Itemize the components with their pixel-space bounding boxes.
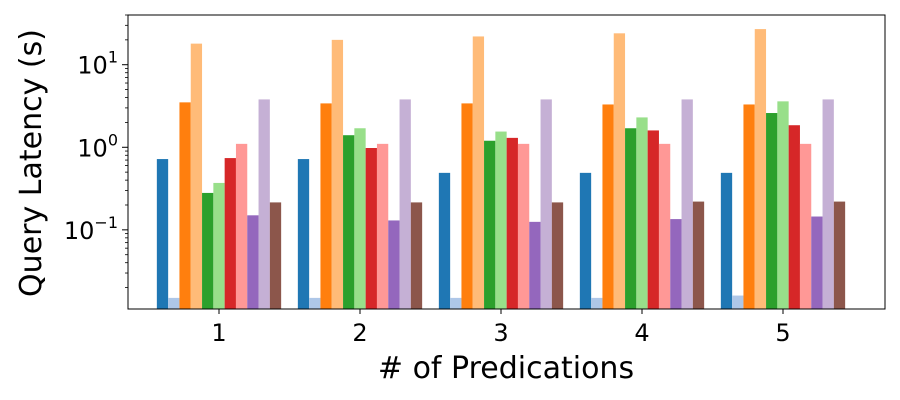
- bar-cat1-s11: [269, 202, 282, 309]
- bar-cat1-s3: [179, 102, 191, 309]
- bar-cat3-s2: [450, 297, 462, 309]
- bar-cat5-s6: [777, 101, 789, 309]
- bar-cat2-s1: [297, 159, 310, 309]
- x-axis-label: # of Predications: [378, 351, 634, 386]
- bar-cat2-s4: [331, 39, 344, 310]
- bar-cat1-s2: [168, 297, 180, 309]
- bar-cat2-s6: [354, 128, 366, 309]
- bar-cat5-s3: [743, 104, 755, 309]
- bar-cat1-s5: [202, 192, 214, 309]
- bar-cat4-s9: [670, 219, 682, 309]
- bar-cat2-s5: [343, 135, 355, 309]
- bar-cat4-s6: [636, 117, 648, 309]
- bar-cat4-s11: [692, 201, 705, 309]
- bar-cat1-s9: [247, 215, 259, 309]
- bar-cat4-s10: [681, 99, 693, 309]
- bars-layer: [156, 29, 846, 310]
- bar-cat3-s4: [472, 36, 485, 309]
- ticks-layer: 1 2 3 4 5 10−1 100 101: [64, 14, 791, 347]
- bar-cat2-s9: [388, 220, 400, 309]
- bar-cat3-s7: [506, 137, 518, 309]
- bar-cat4-s2: [591, 297, 603, 309]
- bar-cat4-s7: [647, 130, 659, 309]
- bar-cat4-s1: [579, 172, 592, 309]
- bar-cat2-s2: [309, 297, 321, 309]
- bar-cat5-s2: [732, 295, 744, 309]
- bar-cat3-s1: [438, 172, 451, 309]
- bar-cat5-s11: [833, 201, 846, 309]
- y-tick-label: 101: [77, 48, 118, 80]
- bar-cat5-s7: [788, 125, 800, 309]
- y-tick-label: 10−1: [64, 213, 118, 245]
- bar-cat1-s7: [224, 158, 236, 309]
- x-tick-label: 4: [634, 319, 649, 347]
- bar-cat5-s4: [754, 29, 767, 310]
- bar-cat1-s4: [190, 43, 203, 309]
- bar-cat2-s8: [376, 143, 389, 309]
- bar-cat2-s10: [399, 99, 411, 309]
- x-tick-label: 2: [352, 319, 367, 347]
- x-tick-label: 5: [775, 319, 790, 347]
- bar-cat4-s4: [613, 33, 626, 309]
- bar-cat3-s11: [551, 202, 564, 309]
- bar-cat1-s8: [235, 143, 248, 309]
- bar-cat4-s3: [602, 104, 614, 309]
- bar-cat3-s5: [484, 140, 496, 309]
- bar-cat3-s8: [517, 143, 530, 309]
- bar-cat3-s10: [540, 99, 552, 309]
- bar-cat5-s10: [822, 99, 834, 309]
- bar-cat3-s3: [461, 103, 473, 310]
- y-axis-label: Query Latency (s): [14, 29, 49, 297]
- bar-cat5-s1: [720, 172, 733, 309]
- x-tick-label: 3: [493, 319, 508, 347]
- x-tick-label: 1: [211, 319, 226, 347]
- y-tick-label: 100: [77, 130, 118, 162]
- plot-frame: [127, 14, 886, 310]
- bar-cat5-s5: [766, 113, 778, 310]
- bar-cat1-s10: [258, 99, 270, 309]
- bar-cat5-s9: [811, 216, 823, 309]
- bar-cat4-s8: [658, 143, 671, 309]
- bar-cat3-s9: [529, 221, 541, 309]
- bar-cat5-s8: [799, 143, 812, 309]
- bar-cat1-s1: [156, 159, 169, 309]
- bar-cat2-s11: [410, 202, 423, 309]
- bar-cat1-s6: [213, 182, 225, 309]
- bar-cat3-s6: [495, 131, 507, 309]
- bar-cat4-s5: [625, 128, 637, 309]
- bar-cat2-s7: [365, 148, 377, 309]
- bar-cat2-s3: [320, 103, 332, 310]
